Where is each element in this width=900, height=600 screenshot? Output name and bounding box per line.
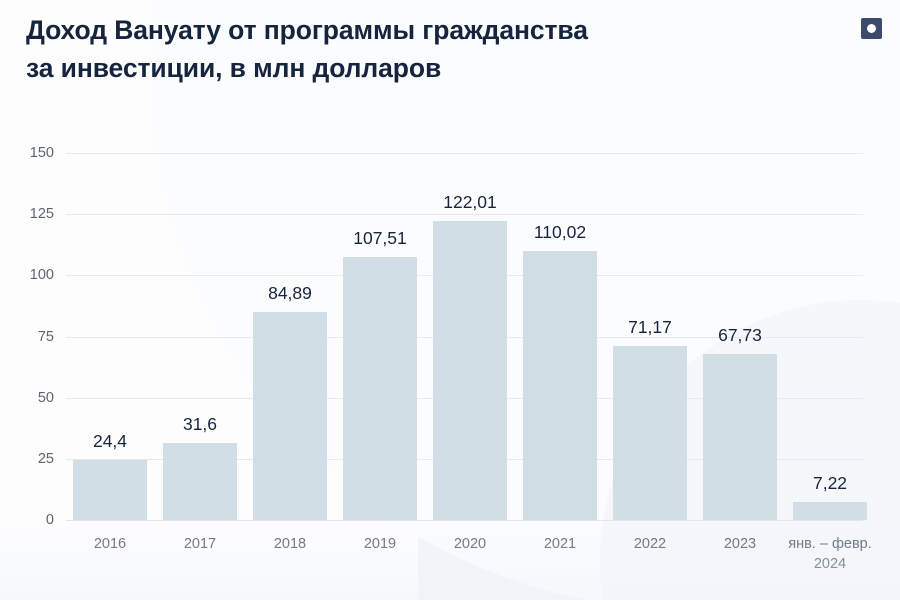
bar-2016[interactable] — [73, 460, 147, 520]
bar-янв--–-февр--2024[interactable] — [793, 502, 867, 520]
header: Доход Вануату от программы гражданства з… — [0, 0, 900, 120]
gridline — [66, 214, 863, 215]
y-axis-tick-label: 150 — [29, 145, 54, 161]
bar-value-label: 84,89 — [268, 283, 312, 303]
y-axis-tick-label: 25 — [37, 451, 54, 467]
bar-2023[interactable] — [703, 354, 777, 520]
y-axis-tick-label: 100 — [29, 267, 54, 283]
y-axis-tick-label: 125 — [29, 206, 54, 222]
bar-2021[interactable] — [523, 251, 597, 520]
square-dot-logo-icon — [861, 18, 882, 39]
y-axis-tick-label: 75 — [37, 329, 54, 345]
y-axis-tick-label: 50 — [37, 390, 54, 406]
bar-value-label: 110,02 — [533, 222, 587, 242]
bar-value-label: 24,4 — [92, 431, 128, 451]
bar-value-label: 122,01 — [443, 192, 497, 212]
bar-2017[interactable] — [163, 443, 237, 520]
gridline — [66, 153, 863, 154]
bar-value-label: 7,22 — [812, 473, 848, 493]
bar-2019[interactable] — [343, 257, 417, 520]
bar-value-label: 67,73 — [718, 325, 762, 345]
background-bottom-wash — [0, 520, 900, 600]
bar-2018[interactable] — [253, 312, 327, 520]
page-title: Доход Вануату от программы гражданства з… — [26, 15, 588, 83]
bar-2022[interactable] — [613, 346, 687, 520]
bar-value-label: 31,6 — [182, 414, 218, 434]
bar-value-label: 71,17 — [628, 317, 672, 337]
bar-2020[interactable] — [433, 221, 507, 520]
bar-value-label: 107,51 — [353, 228, 407, 248]
